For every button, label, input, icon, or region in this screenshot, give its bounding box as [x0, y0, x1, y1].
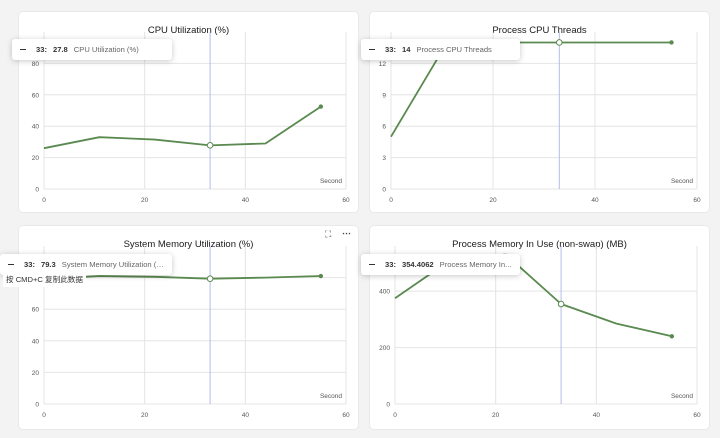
y-tick-label: 3 — [382, 155, 386, 162]
series-end-point — [318, 104, 324, 109]
y-tick-label: 60 — [32, 307, 40, 314]
y-tick-label: 400 — [379, 289, 390, 296]
x-tick-label: 20 — [492, 412, 500, 419]
y-tick-label: 20 — [32, 370, 40, 377]
x-tick-label: 60 — [342, 197, 350, 204]
x-axis-label: Second — [671, 393, 693, 400]
y-tick-label: 0 — [35, 187, 39, 194]
tooltip-x: 33: — [385, 45, 396, 54]
y-tick-label: 80 — [32, 61, 40, 68]
y-tick-label: 6 — [382, 124, 386, 131]
hover-point — [556, 39, 563, 46]
x-tick-label: 20 — [489, 197, 497, 204]
x-tick-label: 60 — [693, 412, 701, 419]
chart-tooltip: 33: 14 Process CPU Threads — [361, 39, 520, 60]
tooltip-value: 79.3 — [40, 260, 56, 269]
series-marker-icon — [20, 48, 26, 51]
tooltip-value: 27.8 — [52, 45, 68, 54]
y-tick-label: 0 — [386, 402, 390, 409]
hover-point — [206, 142, 214, 149]
series-line — [43, 275, 321, 281]
series-marker-icon — [369, 263, 375, 266]
y-tick-label: 0 — [35, 402, 39, 409]
panel-title: Process CPU Threads — [492, 25, 587, 36]
hover-point — [206, 275, 214, 283]
copy-hint: 按 CMD+C 复制此数据 — [3, 272, 86, 287]
x-tick-label: 40 — [242, 412, 250, 419]
x-axis-label: Second — [320, 393, 342, 400]
tooltip-series-name: System Memory Utilization (%) — [61, 260, 164, 269]
y-tick-label: 60 — [32, 92, 40, 99]
series-end-point — [669, 334, 675, 339]
tooltip-x: 33: — [24, 260, 35, 269]
chart-tooltip: 33: 27.8 CPU Utilization (%) — [12, 39, 172, 60]
y-tick-label: 200 — [379, 345, 390, 352]
y-tick-label: 40 — [32, 338, 40, 345]
x-tick-label: 60 — [693, 197, 701, 204]
chart-tooltip: 33: 354.4062 Process Memory In... — [361, 254, 520, 275]
expand-icon[interactable]: ⛶ — [325, 229, 332, 239]
x-tick-label: 20 — [141, 197, 149, 204]
x-tick-label: 40 — [591, 197, 599, 204]
panel-title: CPU Utilization (%) — [147, 25, 230, 36]
panel-process-cpu-threads: Process CPU Threads 0 3 6 9 12 0 20 40 60 Second — [370, 12, 709, 212]
x-axis-label: Second — [671, 178, 693, 185]
x-tick-label: 40 — [593, 412, 601, 419]
tooltip-x: 33: — [36, 45, 47, 54]
x-tick-label: 0 — [389, 197, 393, 204]
x-tick-label: 40 — [242, 197, 250, 204]
y-tick-label: 12 — [379, 61, 387, 68]
panel-title: System Memory Utilization (%) — [123, 239, 254, 250]
tooltip-value: 14 — [401, 45, 411, 54]
y-tick-label: 20 — [32, 155, 40, 162]
more-options-icon[interactable]: ⋯ — [342, 228, 351, 238]
tooltip-series-name: Process Memory In... — [439, 260, 512, 269]
x-tick-label: 60 — [342, 412, 350, 419]
x-axis-label: Second — [320, 178, 342, 185]
hover-point — [557, 300, 565, 308]
y-tick-label: 9 — [382, 92, 386, 99]
tooltip-value: 354.4062 — [401, 260, 434, 269]
panel-title: Process Memory In Use (non-swap) (MB) — [452, 239, 627, 250]
series-marker-icon — [8, 263, 14, 266]
tooltip-series-name: Process CPU Threads — [416, 45, 492, 54]
chart-tooltip: 33: 79.3 System Memory Utilization (%) — [0, 254, 172, 275]
x-tick-label: 0 — [393, 412, 397, 419]
y-tick-label: 40 — [32, 124, 40, 131]
x-tick-label: 0 — [42, 412, 46, 419]
y-tick-label: 0 — [382, 187, 386, 194]
x-tick-label: 0 — [42, 197, 46, 204]
series-marker-icon — [369, 48, 375, 51]
tooltip-series-name: CPU Utilization (%) — [73, 45, 139, 54]
panel-process-memory-in-use: Process Memory In Use (non-swap) (MB) 0 2… — [370, 226, 709, 429]
series-line — [43, 105, 322, 150]
tooltip-x: 33: — [385, 260, 396, 269]
series-end-point — [318, 273, 324, 279]
x-tick-label: 20 — [141, 412, 149, 419]
series-end-point — [669, 40, 674, 45]
